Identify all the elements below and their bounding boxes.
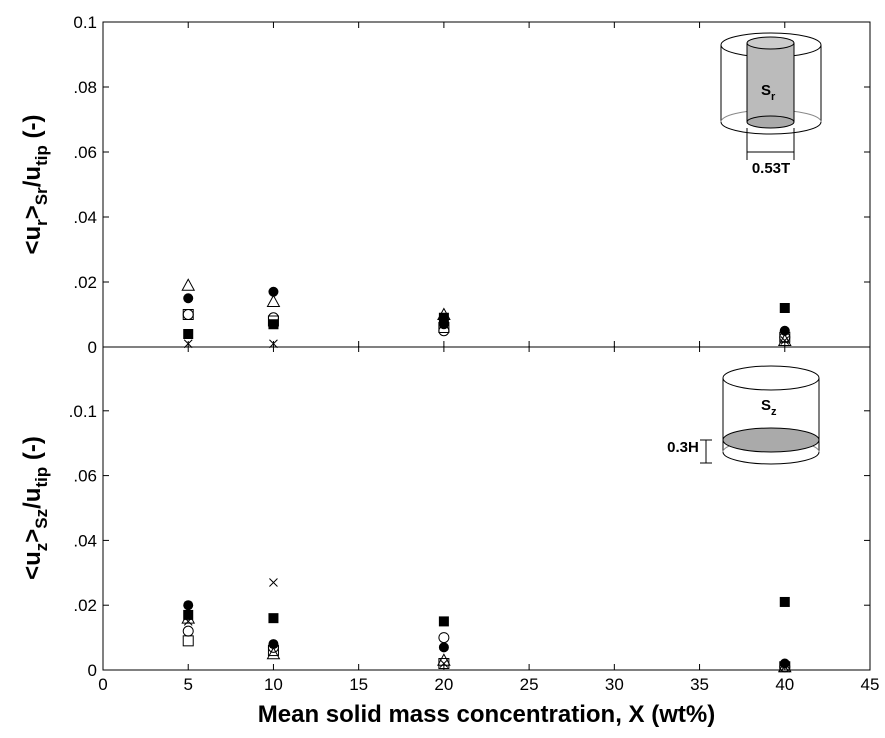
x-tick-label: 0 [98, 675, 107, 694]
y-axis-label-part: Sz [32, 509, 51, 529]
x-tick-label: 10 [264, 675, 283, 694]
marker [268, 613, 279, 624]
inset-label: Sz [761, 397, 777, 418]
y-tick-label: .02 [73, 596, 97, 615]
marker [183, 329, 194, 339]
marker [438, 658, 450, 670]
marker [269, 578, 278, 587]
y-axis-label-part: <u [19, 226, 46, 255]
x-tick-label: 40 [775, 675, 794, 694]
marker [438, 325, 450, 337]
x-tick-label: 5 [183, 675, 192, 694]
y-axis-label-part: /u [19, 488, 46, 509]
y-tick-label: .02 [73, 273, 97, 292]
inset-bottom [700, 365, 820, 465]
marker [183, 293, 194, 304]
marker [182, 635, 194, 647]
y-tick-label: .04 [73, 531, 97, 550]
marker [267, 645, 279, 657]
inset-top [720, 32, 822, 160]
inset-label: Sr [761, 82, 776, 103]
x-tick-label: 35 [690, 675, 709, 694]
marker [268, 286, 279, 297]
marker [183, 600, 194, 611]
y-axis-label-part: <u [19, 551, 46, 580]
marker [438, 642, 449, 653]
marker [438, 312, 449, 323]
inset-label-sub: z [771, 406, 777, 418]
marker [779, 658, 790, 669]
y-tick-label: .06 [73, 467, 97, 486]
y-tick-label: .04 [73, 208, 97, 227]
x-tick-label: 25 [520, 675, 539, 694]
inset-label-main: S [761, 82, 771, 99]
marker [439, 659, 449, 668]
y-axis-label-part: tip [32, 145, 51, 166]
y-axis-label-part: z [32, 543, 51, 552]
marker [267, 641, 279, 653]
y-axis-label-part: Sr [32, 187, 51, 205]
y-tick-label: .06 [73, 143, 97, 162]
marker [266, 646, 281, 660]
y-tick-label: .08 [73, 78, 97, 97]
x-tick-label: 20 [434, 675, 453, 694]
marker [779, 303, 790, 313]
y-axis-label-part: r [32, 219, 51, 226]
y-tick-label: .0.1 [69, 402, 97, 421]
marker [182, 309, 194, 320]
marker [437, 653, 451, 666]
y-axis-label: <uz>Sz/utip (-) [19, 436, 51, 580]
y-axis-label-part: /u [19, 166, 46, 187]
marker [183, 339, 193, 349]
marker [269, 339, 278, 349]
marker [267, 312, 279, 324]
marker [182, 625, 194, 637]
x-tick-label: 30 [605, 675, 624, 694]
x-tick-label: 15 [349, 675, 368, 694]
marker [438, 616, 449, 627]
marker [183, 617, 193, 626]
y-axis-label-part: (-) [19, 436, 46, 467]
y-axis-label-part: tip [32, 467, 51, 488]
inset-dimension: 0.3H [667, 439, 699, 456]
y-axis-label-part: > [19, 529, 46, 543]
marker [268, 319, 279, 330]
marker [183, 609, 194, 620]
y-axis-label: <ur>Sr/utip (-) [19, 114, 51, 254]
marker [779, 661, 791, 673]
marker [266, 294, 281, 307]
y-tick-label: 0 [88, 338, 97, 357]
marker [780, 336, 790, 345]
marker [780, 662, 790, 672]
y-tick-label: 0 [88, 661, 97, 680]
marker [181, 278, 196, 291]
x-axis-label: Mean solid mass concentration, X (wt%) [258, 701, 715, 728]
y-axis-label-part: (-) [19, 114, 46, 145]
marker [438, 632, 450, 644]
x-tick-label: 45 [861, 675, 880, 694]
inset-label-sub: r [771, 91, 776, 103]
y-tick-label: 0.1 [73, 13, 97, 32]
inset-label-main: S [761, 397, 771, 414]
inset-dimension: 0.53T [752, 160, 790, 177]
marker [779, 596, 790, 607]
y-axis-label-part: > [19, 205, 46, 219]
marker [779, 331, 791, 343]
marker [777, 333, 792, 346]
marker [268, 639, 279, 650]
